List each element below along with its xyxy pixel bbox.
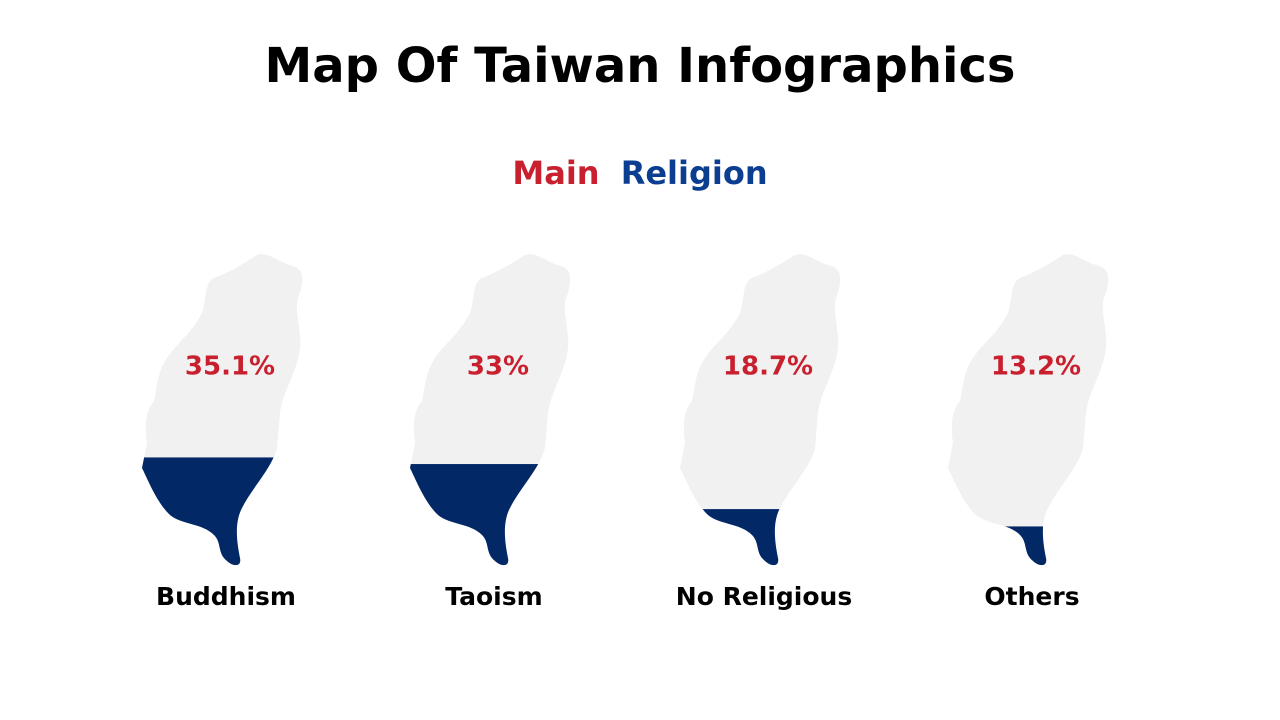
- map: [410, 254, 571, 566]
- map: [680, 254, 841, 566]
- map-shape: [948, 254, 1109, 566]
- category-label: Taoism: [445, 582, 542, 611]
- category-label: No Religious: [676, 582, 852, 611]
- map: [142, 254, 303, 566]
- subtitle-word: Main: [512, 154, 599, 192]
- map: [948, 254, 1109, 566]
- category-label: Others: [984, 582, 1079, 611]
- category-label: Buddhism: [156, 582, 296, 611]
- title: Map Of Taiwan Infographics: [265, 38, 1016, 94]
- subtitle-word: Religion: [621, 154, 768, 192]
- subtitle: Main Religion: [512, 154, 767, 192]
- fill-bar: [142, 457, 303, 566]
- value-label: 18.7%: [723, 352, 813, 382]
- fill-bar: [680, 509, 841, 566]
- value-label: 13.2%: [991, 352, 1081, 382]
- value-label: 35.1%: [185, 352, 275, 382]
- fill-bar: [948, 526, 1109, 566]
- value-label: 33%: [467, 352, 529, 382]
- fill-bar: [410, 464, 571, 566]
